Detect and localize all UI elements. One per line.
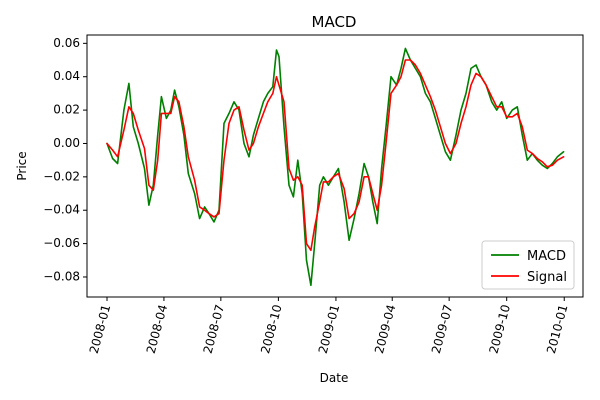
legend: MACD Signal <box>481 240 575 290</box>
x-tick-label: 2009-07 <box>429 303 456 355</box>
chart-title: MACD <box>312 13 357 31</box>
y-tick-label: −0.02 <box>43 169 80 183</box>
x-axis: 2008-01 2008-04 2008-07 2008-10 2009-01 2009-… <box>87 297 571 355</box>
series-line-signal <box>106 59 565 252</box>
y-tick-label: −0.06 <box>43 236 80 250</box>
y-tick-label: 0.00 <box>53 136 80 150</box>
x-tick-label: 2008-10 <box>258 303 285 355</box>
x-tick-label: 2009-01 <box>316 303 343 355</box>
x-tick-label: 2010-01 <box>544 303 571 355</box>
y-axis: 0.06 0.04 0.02 0.00 −0.02 −0.04 −0.06 −0.08 <box>43 36 87 283</box>
legend-label-macd: MACD <box>527 249 566 264</box>
x-tick-label: 2008-04 <box>144 303 171 355</box>
legend-label-signal: Signal <box>527 270 567 285</box>
x-axis-label: Date <box>320 371 349 385</box>
y-tick-label: 0.04 <box>53 69 80 83</box>
legend-box <box>481 240 575 290</box>
x-tick-label: 2008-07 <box>201 303 228 355</box>
y-axis-label: Price <box>15 151 29 180</box>
x-tick-label: 2008-01 <box>87 303 114 355</box>
y-tick-label: −0.04 <box>43 203 80 217</box>
plot-frame <box>86 34 584 298</box>
x-tick-label: 2009-10 <box>486 303 513 355</box>
x-tick-label: 2009-04 <box>372 303 399 355</box>
y-tick-label: 0.02 <box>53 103 80 117</box>
y-tick-label: −0.08 <box>43 269 80 283</box>
y-tick-label: 0.06 <box>53 36 80 50</box>
